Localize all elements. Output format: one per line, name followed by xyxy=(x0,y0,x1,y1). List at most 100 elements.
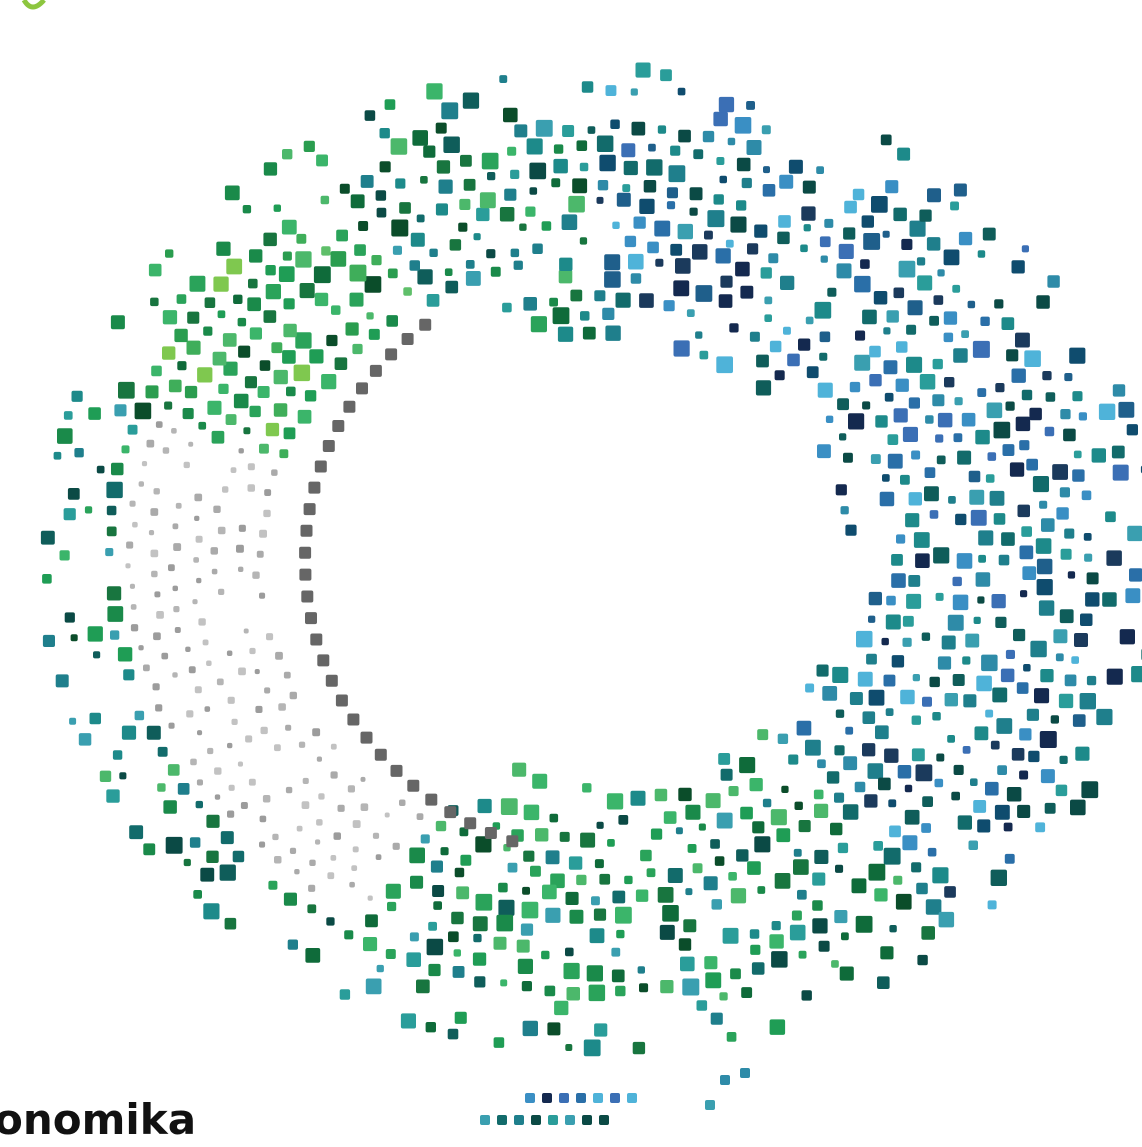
dot xyxy=(210,547,218,555)
dot xyxy=(1083,533,1092,541)
dot xyxy=(1086,572,1099,585)
dot xyxy=(460,154,472,167)
dot xyxy=(317,654,330,667)
dot xyxy=(321,246,331,256)
dot xyxy=(385,949,396,959)
dot xyxy=(902,637,912,647)
dot xyxy=(425,1022,436,1033)
dot xyxy=(228,784,235,791)
dot xyxy=(1005,649,1015,659)
dot xyxy=(736,200,747,211)
dot xyxy=(897,765,912,779)
dot xyxy=(207,747,214,755)
dot xyxy=(985,709,994,718)
dot xyxy=(736,849,749,862)
brand-name: onomika xyxy=(0,1095,197,1144)
dot xyxy=(594,290,606,302)
dot xyxy=(1013,628,1026,642)
dot xyxy=(218,588,225,595)
dot xyxy=(925,415,934,424)
dot xyxy=(793,859,809,875)
dot xyxy=(150,508,159,516)
dot xyxy=(893,207,907,222)
dot xyxy=(1035,822,1046,833)
dot xyxy=(797,889,807,900)
dot xyxy=(243,427,251,435)
dot xyxy=(1060,548,1072,560)
dot xyxy=(490,266,501,277)
dot xyxy=(428,921,437,931)
dot xyxy=(873,291,888,305)
dot xyxy=(187,311,200,324)
dot xyxy=(435,122,447,134)
dot xyxy=(870,454,881,464)
dot xyxy=(1063,428,1076,442)
dot xyxy=(316,819,323,826)
dot xyxy=(933,547,950,564)
dot xyxy=(908,492,922,506)
dot xyxy=(977,596,985,604)
dot xyxy=(416,214,425,223)
dot xyxy=(354,244,366,256)
dot xyxy=(760,267,772,279)
dot xyxy=(994,804,1010,820)
dot xyxy=(974,726,989,741)
dot xyxy=(387,901,397,912)
dot xyxy=(366,312,374,320)
dot xyxy=(129,583,135,589)
dot xyxy=(705,972,722,989)
dot xyxy=(587,126,596,134)
dot xyxy=(813,789,824,800)
dot xyxy=(771,951,788,968)
dot xyxy=(948,496,956,504)
dot xyxy=(883,674,896,687)
dot xyxy=(816,664,829,677)
dot xyxy=(1055,784,1068,797)
dot xyxy=(84,506,93,514)
dot xyxy=(718,294,733,308)
dot xyxy=(927,847,937,857)
dot xyxy=(238,345,251,358)
dot xyxy=(1004,853,1015,864)
dot xyxy=(970,778,978,786)
dot xyxy=(293,364,311,382)
dot xyxy=(126,541,134,549)
dot xyxy=(994,299,1004,309)
dot xyxy=(604,254,621,271)
dot xyxy=(283,298,295,310)
dot xyxy=(157,746,168,757)
dot xyxy=(542,1093,552,1103)
dot xyxy=(976,675,992,692)
dot xyxy=(376,207,387,218)
dot xyxy=(453,949,461,957)
dot xyxy=(862,743,876,757)
dot xyxy=(274,744,281,752)
dot xyxy=(978,554,986,563)
dot xyxy=(67,488,80,500)
dot xyxy=(193,557,199,563)
dot xyxy=(249,327,262,340)
dot xyxy=(913,532,930,548)
dot xyxy=(500,979,508,987)
dot xyxy=(610,1093,620,1103)
dot xyxy=(1029,407,1042,421)
dot xyxy=(561,214,578,230)
dot xyxy=(952,674,965,686)
dot xyxy=(545,907,561,923)
dot xyxy=(675,258,691,274)
dot xyxy=(444,806,457,819)
dot xyxy=(929,315,939,326)
dot xyxy=(563,962,580,980)
dot xyxy=(233,294,243,304)
dot xyxy=(222,486,229,493)
dot xyxy=(206,850,219,863)
dot xyxy=(616,929,625,939)
dot xyxy=(256,550,264,558)
dot xyxy=(1127,525,1142,542)
dot xyxy=(204,706,211,712)
dot xyxy=(173,543,182,551)
dot xyxy=(282,350,296,364)
dot xyxy=(138,645,144,651)
dot xyxy=(798,338,811,351)
